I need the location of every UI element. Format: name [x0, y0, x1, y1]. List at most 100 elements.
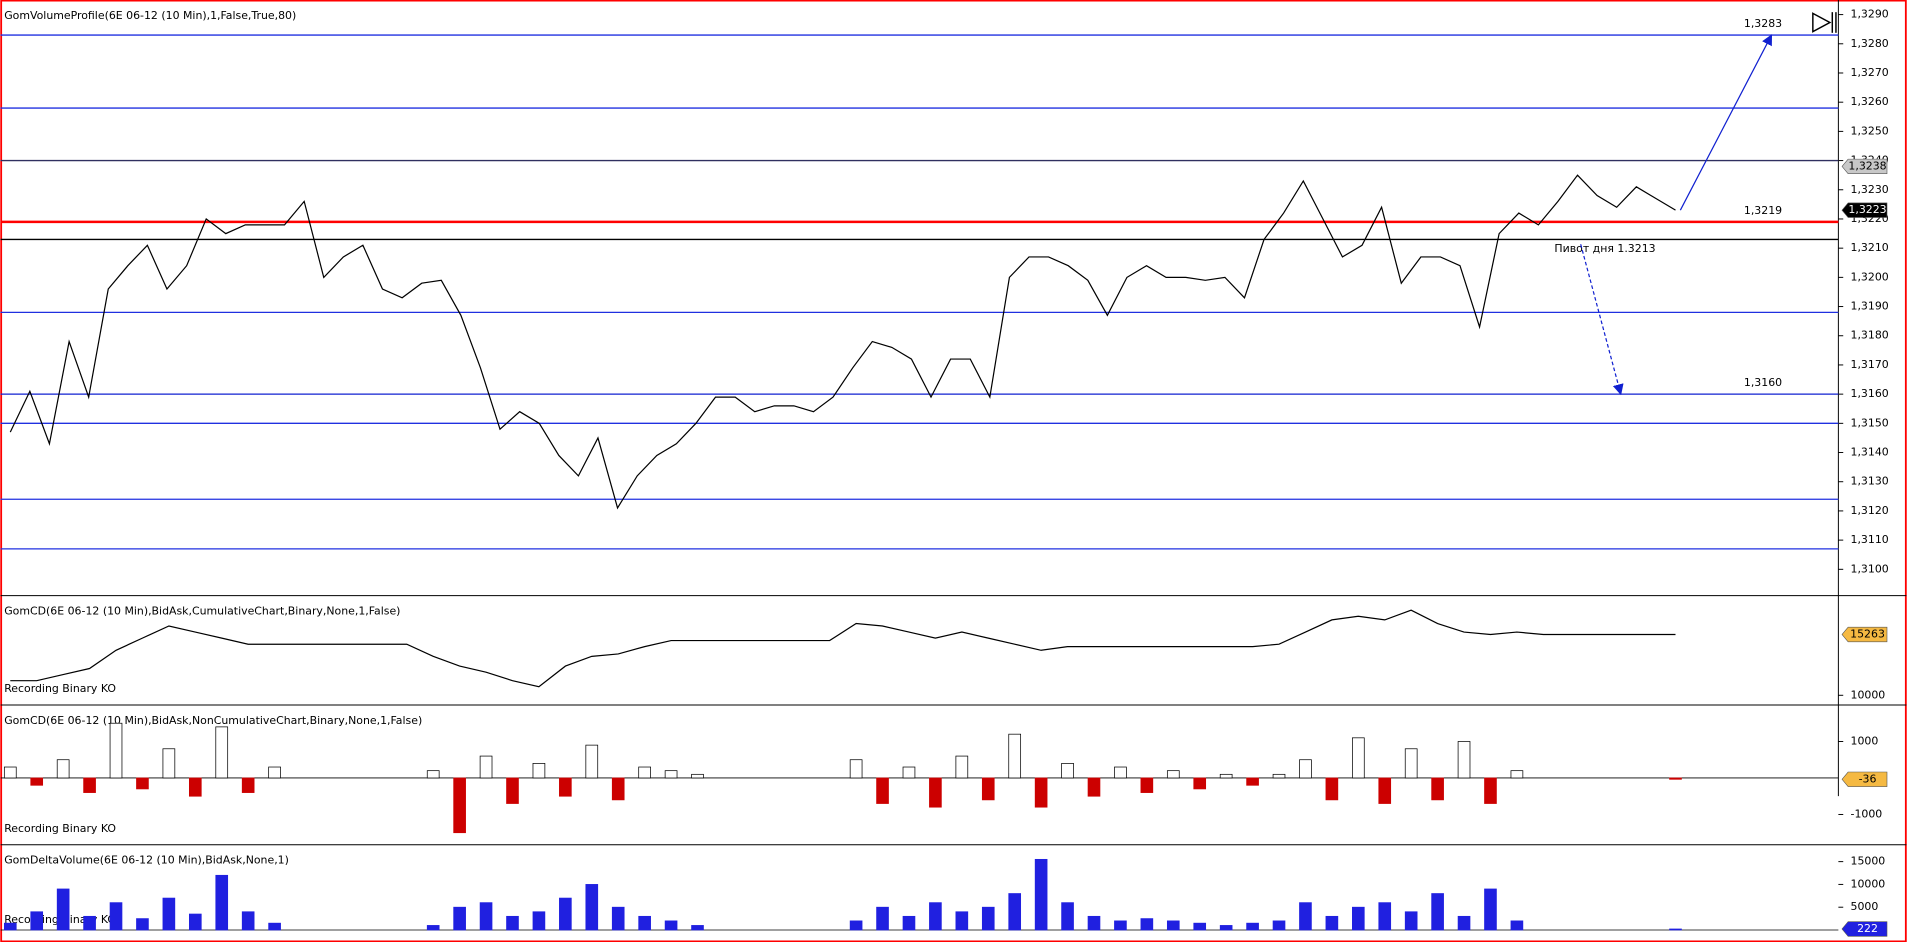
pane-title: GomCD(6E 06-12 (10 Min),BidAsk,NonCumula…: [4, 714, 422, 727]
bar: [1246, 922, 1259, 931]
bar: [426, 925, 440, 931]
bar: [1140, 777, 1154, 793]
bar: [215, 726, 229, 779]
bar: [268, 922, 281, 931]
bar: [691, 925, 704, 931]
price-badge-label: 15263: [1850, 627, 1885, 640]
play-button[interactable]: [1812, 12, 1837, 33]
y-tick-label: -1000: [1851, 807, 1883, 820]
bar: [1484, 888, 1497, 931]
bar: [1193, 922, 1207, 931]
y-tick-label: 1,3250: [1851, 124, 1889, 137]
price-badge: [1841, 158, 1888, 175]
level-label: 1,3283: [1744, 17, 1782, 30]
y-tick-label: 1,3100: [1851, 562, 1889, 575]
bar: [1272, 920, 1286, 931]
bar: [1061, 902, 1074, 931]
bar: [532, 911, 546, 931]
bar: [30, 777, 44, 786]
bar: [691, 773, 704, 779]
bar: [506, 777, 519, 804]
level-label: Пивот дня 1.3213: [1554, 242, 1655, 255]
pane-title: GomCD(6E 06-12 (10 Min),BidAsk,Cumulativ…: [4, 604, 400, 617]
bar: [902, 915, 916, 931]
bar: [1378, 777, 1392, 804]
bar: [1299, 759, 1312, 779]
bar: [1034, 777, 1048, 808]
level-label: 1,3160: [1744, 376, 1782, 389]
y-tick-label: 10000: [1851, 877, 1886, 890]
y-tick-label: 10000: [1851, 688, 1886, 701]
bar: [83, 915, 96, 931]
y-tick-label: 1,3140: [1851, 446, 1889, 459]
bar: [1193, 777, 1207, 790]
bar: [83, 777, 96, 793]
bar: [188, 913, 202, 931]
bar: [215, 874, 229, 931]
bar: [1087, 915, 1101, 931]
y-tick-label: 1,3270: [1851, 66, 1889, 79]
bar: [1378, 902, 1392, 931]
bar: [1510, 920, 1524, 931]
y-tick-label: 1,3200: [1851, 270, 1889, 283]
target-arrow: [1580, 244, 1624, 396]
price-badge: [1841, 921, 1888, 937]
bar: [902, 766, 916, 779]
bar: [479, 755, 493, 779]
y-tick-label: 1,3290: [1851, 8, 1889, 21]
y-tick-label: 1,3210: [1851, 241, 1889, 254]
bar: [1166, 920, 1180, 931]
y-tick-label: 1,3160: [1851, 387, 1889, 400]
bar: [188, 777, 202, 797]
bar: [1219, 773, 1233, 779]
price-line: [10, 609, 1676, 688]
bar: [1669, 777, 1682, 780]
bar: [426, 770, 440, 779]
y-tick-label: 1,3230: [1851, 183, 1889, 196]
play-icon[interactable]: [1812, 12, 1832, 33]
bar: [532, 763, 546, 779]
pane-watermark: Recording Binary KO: [4, 822, 116, 835]
price-badge-label: 1,3223: [1848, 203, 1886, 216]
price-badge: [1841, 626, 1888, 643]
bar: [109, 902, 123, 931]
bar: [453, 777, 466, 834]
bar: [1034, 858, 1048, 931]
target-arrow: [1679, 34, 1773, 211]
y-tick-label: 1,3190: [1851, 300, 1889, 313]
bar: [109, 722, 123, 779]
bar: [1114, 766, 1127, 779]
y-tick-label: 1,3180: [1851, 329, 1889, 342]
bar: [1246, 777, 1259, 786]
y-tick-label: 1,3110: [1851, 533, 1889, 546]
bar: [56, 888, 70, 931]
bar: [1061, 763, 1074, 779]
bar: [1510, 770, 1524, 779]
bar: [1087, 777, 1101, 797]
bar: [3, 922, 17, 931]
pane-title: GomDeltaVolume(6E 06-12 (10 Min),BidAsk,…: [4, 854, 289, 867]
bar: [981, 777, 995, 801]
bar: [585, 884, 599, 931]
bar: [1325, 777, 1339, 801]
bar: [876, 906, 889, 931]
bar: [506, 915, 519, 931]
bar: [849, 920, 863, 931]
bar: [1457, 915, 1471, 931]
y-tick-label: 1,3120: [1851, 504, 1889, 517]
y-tick-label: 15000: [1851, 855, 1886, 868]
bar: [1669, 928, 1682, 931]
bar: [3, 766, 17, 779]
bar: [638, 915, 651, 931]
bar: [638, 766, 651, 779]
bar: [1352, 906, 1365, 931]
bar: [1008, 893, 1022, 931]
bar: [1404, 748, 1418, 779]
bar: [1114, 920, 1127, 931]
bar: [136, 777, 149, 790]
bar: [981, 906, 995, 931]
bar: [955, 911, 969, 931]
y-tick-label: 5000: [1851, 900, 1879, 913]
bar: [559, 897, 572, 931]
